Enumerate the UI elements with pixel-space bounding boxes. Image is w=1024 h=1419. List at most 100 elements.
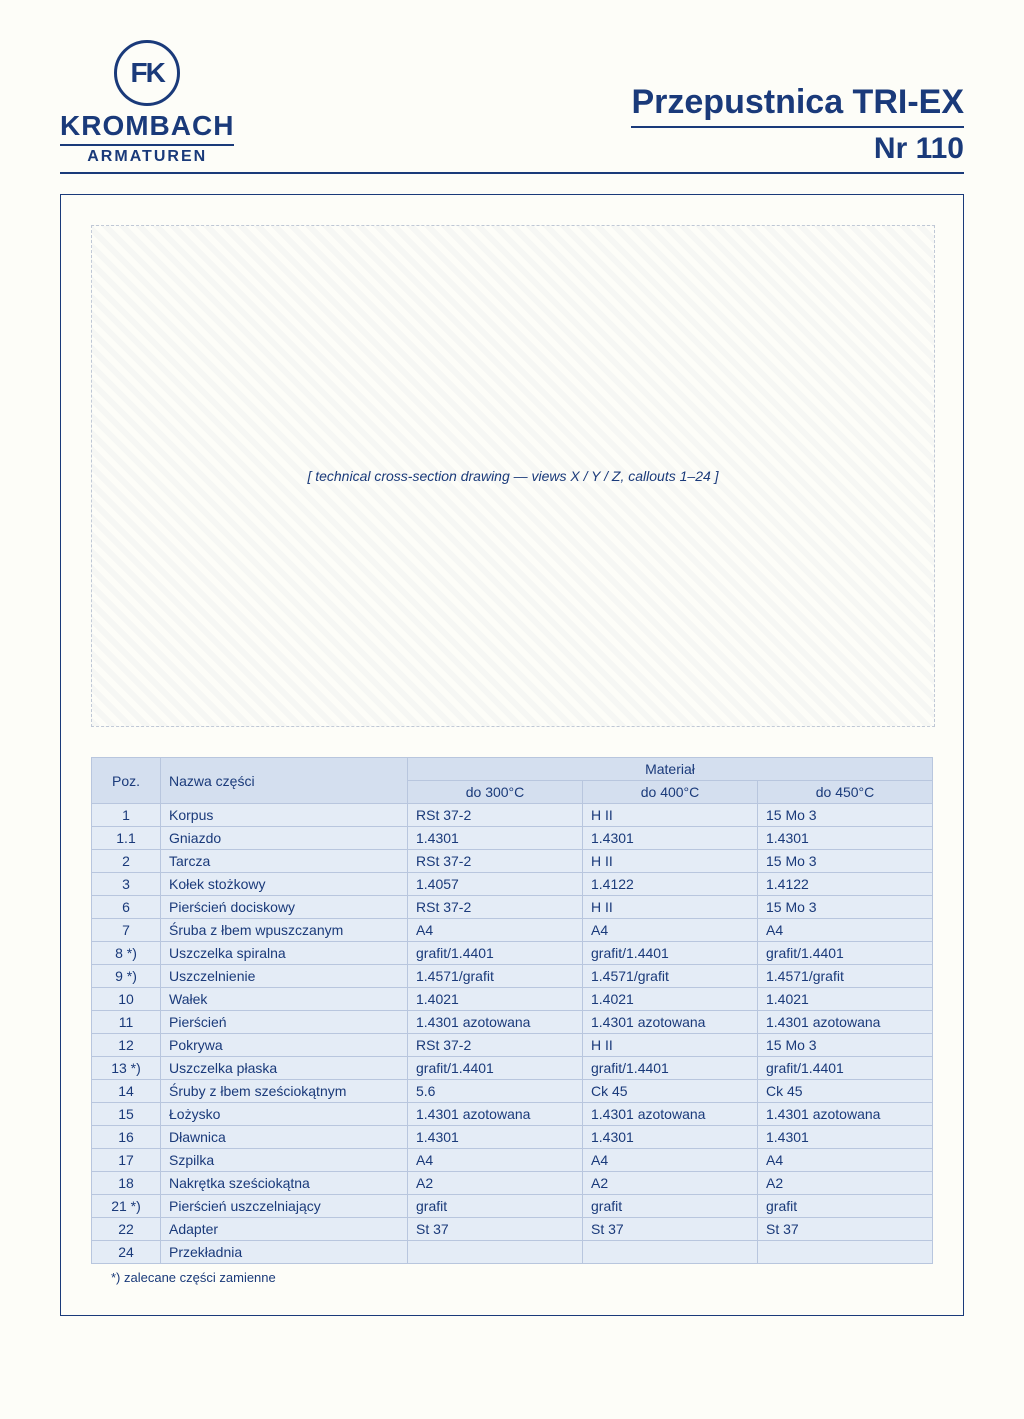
content-frame: [ technical cross-section drawing — view… (60, 194, 964, 1316)
table-row: 22AdapterSt 37St 37St 37 (92, 1218, 933, 1241)
col-material: Materiał (408, 758, 933, 781)
cell-material: H II (583, 896, 758, 919)
cell-material: A2 (758, 1172, 933, 1195)
cell-name: Uszczelka płaska (161, 1057, 408, 1080)
cell-material: grafit/1.4401 (583, 1057, 758, 1080)
cell-poz: 10 (92, 988, 161, 1011)
cell-material: 15 Mo 3 (758, 896, 933, 919)
cell-material: 1.4301 azotowana (758, 1011, 933, 1034)
cell-material: 15 Mo 3 (758, 804, 933, 827)
table-row: 10Wałek1.40211.40211.4021 (92, 988, 933, 1011)
logo-circle-icon: FK (114, 40, 180, 106)
table-row: 11Pierścień1.4301 azotowana1.4301 azotow… (92, 1011, 933, 1034)
table-row: 1KorpusRSt 37-2H II15 Mo 3 (92, 804, 933, 827)
cell-name: Szpilka (161, 1149, 408, 1172)
cell-material (758, 1241, 933, 1264)
cell-name: Tarcza (161, 850, 408, 873)
cell-name: Uszczelnienie (161, 965, 408, 988)
parts-table-body: 1KorpusRSt 37-2H II15 Mo 31.1Gniazdo 1.43… (92, 804, 933, 1264)
cell-material: 1.4301 azotowana (408, 1103, 583, 1126)
cell-name: Łożysko (161, 1103, 408, 1126)
table-row: 1.1Gniazdo1.43011.43011.4301 (92, 827, 933, 850)
cell-poz: 21 *) (92, 1195, 161, 1218)
cell-material: 1.4301 azotowana (583, 1103, 758, 1126)
table-row: 12PokrywaRSt 37-2H II15 Mo 3 (92, 1034, 933, 1057)
cell-poz: 11 (92, 1011, 161, 1034)
title-line1: Przepustnica TRI-EX (631, 83, 964, 122)
cell-poz: 1.1 (92, 827, 161, 850)
header: FK KROMBACH ARMATUREN Przepustnica TRI-E… (60, 40, 964, 174)
logo-initials: FK (131, 57, 164, 89)
cell-name: Uszczelka spiralna (161, 942, 408, 965)
cell-material: Ck 45 (583, 1080, 758, 1103)
cell-material: grafit/1.4401 (583, 942, 758, 965)
cell-name: Gniazdo (161, 827, 408, 850)
table-header-row-1: Poz. Nazwa części Materiał (92, 758, 933, 781)
cell-material (408, 1241, 583, 1264)
cell-poz: 16 (92, 1126, 161, 1149)
cell-name: Korpus (161, 804, 408, 827)
parts-table: Poz. Nazwa części Materiał do 300°C do 4… (91, 757, 933, 1264)
col-poz: Poz. (92, 758, 161, 804)
cell-material: 1.4301 (583, 827, 758, 850)
cell-material: H II (583, 1034, 758, 1057)
table-row: 8 *)Uszczelka spiralnagrafit/1.4401grafi… (92, 942, 933, 965)
cell-poz: 6 (92, 896, 161, 919)
cell-material: 1.4057 (408, 873, 583, 896)
cell-name: Pokrywa (161, 1034, 408, 1057)
cell-name: Śruby z łbem sześciokątnym (161, 1080, 408, 1103)
cell-material: 1.4571/grafit (758, 965, 933, 988)
cell-poz: 15 (92, 1103, 161, 1126)
cell-material: H II (583, 804, 758, 827)
cell-poz: 13 *) (92, 1057, 161, 1080)
cell-material: 1.4301 (408, 1126, 583, 1149)
cell-material: St 37 (408, 1218, 583, 1241)
table-row: 18Nakrętka sześciokątnaA2A2A2 (92, 1172, 933, 1195)
table-row: 24Przekładnia (92, 1241, 933, 1264)
cell-poz: 22 (92, 1218, 161, 1241)
diagram-placeholder-text: [ technical cross-section drawing — view… (307, 468, 718, 484)
table-row: 16Dławnica1.43011.43011.4301 (92, 1126, 933, 1149)
col-name: Nazwa części (161, 758, 408, 804)
table-row: 14Śruby z łbem sześciokątnym5.6Ck 45Ck 4… (92, 1080, 933, 1103)
cell-material: St 37 (583, 1218, 758, 1241)
cell-material: grafit (758, 1195, 933, 1218)
page: FK KROMBACH ARMATUREN Przepustnica TRI-E… (0, 0, 1024, 1419)
table-row: 9 *)Uszczelnienie1.4571/grafit1.4571/gra… (92, 965, 933, 988)
cell-material: 1.4571/grafit (408, 965, 583, 988)
brand-subtitle: ARMATUREN (60, 144, 234, 166)
brand-name: KROMBACH (60, 110, 234, 142)
cell-material: 1.4122 (758, 873, 933, 896)
cell-material: A4 (758, 919, 933, 942)
cell-poz: 7 (92, 919, 161, 942)
cell-material: RSt 37-2 (408, 804, 583, 827)
cell-material: 1.4301 azotowana (758, 1103, 933, 1126)
cell-material: 1.4301 azotowana (583, 1011, 758, 1034)
cell-poz: 9 *) (92, 965, 161, 988)
cell-name: Nakrętka sześciokątna (161, 1172, 408, 1195)
col-450: do 450°C (758, 781, 933, 804)
table-row: 6Pierścień dociskowyRSt 37-2H II15 Mo 3 (92, 896, 933, 919)
cell-material: 1.4301 azotowana (408, 1011, 583, 1034)
cell-material: A2 (583, 1172, 758, 1195)
table-row: 17SzpilkaA4A4A4 (92, 1149, 933, 1172)
cell-poz: 24 (92, 1241, 161, 1264)
cell-poz: 12 (92, 1034, 161, 1057)
cell-material: RSt 37-2 (408, 896, 583, 919)
table-row: 3Kołek stożkowy1.40571.41221.4122 (92, 873, 933, 896)
cell-material (583, 1241, 758, 1264)
cell-name: Wałek (161, 988, 408, 1011)
cell-material: 1.4021 (583, 988, 758, 1011)
table-row: 7Śruba z łbem wpuszczanymA4A4A4 (92, 919, 933, 942)
cell-material: A4 (758, 1149, 933, 1172)
cell-material: RSt 37-2 (408, 850, 583, 873)
cell-material: grafit/1.4401 (408, 1057, 583, 1080)
cell-material: 15 Mo 3 (758, 850, 933, 873)
cell-poz: 8 *) (92, 942, 161, 965)
cell-material: grafit/1.4401 (408, 942, 583, 965)
cell-material: A2 (408, 1172, 583, 1195)
cell-material: 1.4122 (583, 873, 758, 896)
cell-material: A4 (583, 919, 758, 942)
logo-block: FK KROMBACH ARMATUREN (60, 40, 234, 166)
cell-material: Ck 45 (758, 1080, 933, 1103)
